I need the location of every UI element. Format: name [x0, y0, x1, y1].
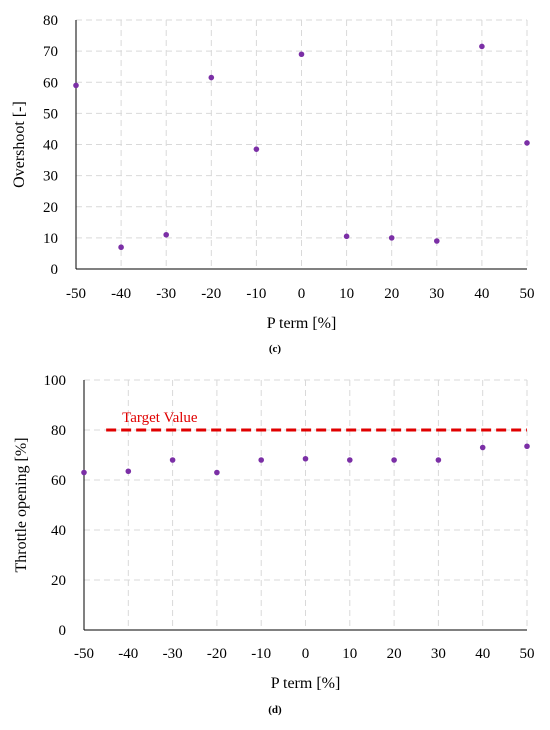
target-value-label: Target Value — [122, 410, 198, 426]
y-tick-label: 70 — [43, 44, 58, 60]
y-tick-label: 50 — [43, 106, 58, 122]
x-tick-label: 0 — [302, 646, 310, 662]
data-point — [388, 235, 395, 241]
data-point — [163, 231, 169, 238]
data-point — [73, 82, 79, 89]
data-point — [125, 468, 132, 475]
x-tick-label: 0 — [298, 286, 306, 302]
x-tick-label: 10 — [342, 646, 357, 662]
x-tick-label: -30 — [156, 286, 176, 302]
y-axis-title: Throttle opening [%] — [13, 437, 30, 572]
x-tick-label: 50 — [520, 286, 535, 302]
data-point — [524, 443, 530, 450]
data-point — [208, 74, 215, 81]
x-tick-label: -20 — [207, 646, 227, 662]
panel-caption-d: (d) — [268, 704, 282, 716]
x-tick-label: 20 — [384, 286, 399, 302]
panel-caption-c: (c) — [269, 343, 282, 355]
y-tick-label: 40 — [43, 138, 58, 154]
x-tick-label: -50 — [66, 286, 86, 302]
y-tick-label: 0 — [51, 262, 59, 278]
x-tick-label: 20 — [387, 646, 402, 662]
x-tick-label: -30 — [163, 646, 183, 662]
chart-panel-c: -50 -40 -30 -20 -10 0 10 20 30 40 50 0 10 20 30 40 50 60 7… — [11, 13, 535, 355]
data-point — [435, 457, 442, 463]
y-tick-label: 60 — [43, 75, 58, 91]
data-point — [479, 43, 485, 50]
x-axis-title: P term [%] — [267, 315, 337, 332]
data-point — [258, 457, 265, 463]
data-point — [347, 457, 353, 463]
data-point — [214, 469, 220, 476]
y-tick-label: 10 — [43, 231, 58, 247]
x-tick-label: 50 — [520, 646, 535, 662]
data-point — [298, 51, 305, 58]
x-tick-label: -10 — [251, 646, 271, 662]
data-point — [169, 457, 176, 463]
x-tick-label: -50 — [74, 646, 94, 662]
y-tick-label: 30 — [43, 169, 58, 185]
x-tick-label: 10 — [339, 286, 354, 302]
data-point — [434, 238, 440, 244]
y-tick-label: 20 — [51, 573, 66, 589]
data-point — [524, 140, 530, 146]
x-tick-label: -40 — [111, 286, 131, 302]
data-point — [343, 233, 350, 240]
data-point — [253, 146, 260, 152]
data-point — [302, 455, 309, 462]
data-point — [479, 444, 486, 451]
y-tick-label: 80 — [51, 423, 66, 439]
x-axis-title: P term [%] — [271, 675, 341, 692]
y-tick-label: 0 — [59, 623, 67, 639]
x-tick-label: -10 — [246, 286, 266, 302]
y-tick-label: 60 — [51, 473, 66, 489]
data-point — [391, 457, 397, 463]
y-tick-label: 20 — [43, 200, 58, 216]
y-tick-label: 100 — [44, 373, 67, 389]
x-tick-label: 30 — [431, 646, 446, 662]
y-tick-label: 40 — [51, 523, 66, 539]
x-tick-label: 40 — [475, 646, 490, 662]
y-tick-label: 80 — [43, 13, 58, 29]
x-tick-label: -40 — [118, 646, 138, 662]
x-tick-label: 40 — [474, 286, 489, 302]
chart-panel-d: -50 -40 -30 -20 -10 0 10 20 30 40 50 0 20 40 60 80 100 P … — [13, 373, 535, 716]
x-tick-label: -20 — [201, 286, 221, 302]
data-point — [118, 244, 124, 251]
data-point — [81, 469, 87, 476]
x-tick-label: 30 — [429, 286, 444, 302]
y-axis-title: Overshoot [-] — [11, 101, 28, 188]
